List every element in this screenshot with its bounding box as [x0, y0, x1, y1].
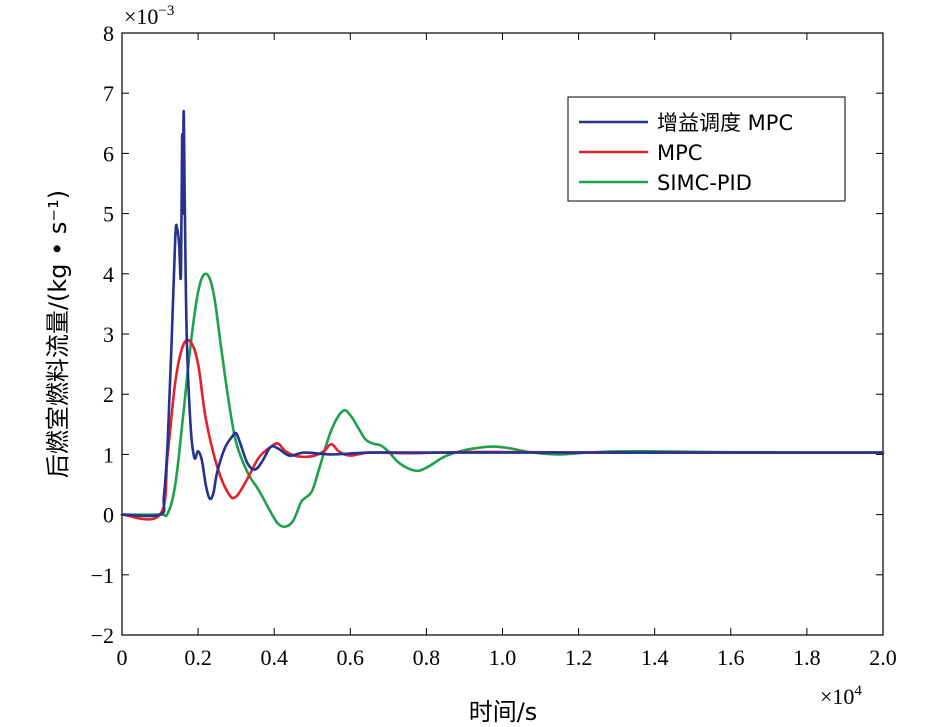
- y-tick-label: 5: [103, 202, 114, 227]
- y-tick-label: −2: [91, 623, 114, 648]
- legend-label-simc-pid: SIMC-PID: [657, 171, 752, 195]
- y-tick-label: 2: [103, 382, 114, 407]
- y-tick-label: 6: [103, 141, 114, 166]
- x-tick-label: 1.0: [489, 645, 517, 670]
- x-tick-label: 1.8: [793, 645, 821, 670]
- y-tick-label: 4: [103, 262, 114, 287]
- x-tick-label: 2.0: [869, 645, 897, 670]
- ticks: 0 0.2 0.4 0.6 0.8 1.0 1.2 1.4 1.6 1.8 2.0 −2 −1 0 1 2 3 4…: [91, 21, 897, 670]
- series-layer: [120, 109, 885, 529]
- series-line-gain-scheduled-mpc: [120, 109, 885, 518]
- y-tick-label: 3: [103, 322, 114, 347]
- x-tick-label: 1.2: [565, 645, 593, 670]
- x-tick-label: 0.8: [413, 645, 441, 670]
- x-axis-label: 时间/s: [469, 698, 538, 726]
- x-tick-label: 0.6: [337, 645, 365, 670]
- y-tick-label: 0: [103, 503, 114, 528]
- y-multiplier: ×10−3: [124, 3, 174, 29]
- y-multiplier-exp: −3: [158, 3, 174, 19]
- y-tick-label: 1: [103, 442, 114, 467]
- legend-box: [567, 96, 846, 202]
- x-tick-label: 0: [117, 645, 128, 670]
- x-tick-label: 0.2: [184, 645, 212, 670]
- x-tick-label: 1.4: [641, 645, 669, 670]
- x-multiplier-exp: 4: [854, 683, 862, 699]
- y-axis-label: 后燃室燃料流量/(kg • s⁻¹): [44, 190, 72, 478]
- x-tick-label: 1.6: [717, 645, 745, 670]
- y-tick-label: 8: [103, 21, 114, 46]
- x-multiplier: ×104: [820, 683, 862, 709]
- legend-label-mpc: MPC: [657, 141, 702, 165]
- y-tick-label: −1: [91, 563, 114, 588]
- y-tick-label: 7: [103, 81, 114, 106]
- legend: 增益调度 MPC MPC SIMC-PID: [567, 96, 846, 202]
- x-multiplier-base: ×10: [820, 684, 854, 709]
- y-multiplier-base: ×10: [124, 4, 158, 29]
- x-tick-label: 0.4: [260, 645, 288, 670]
- legend-label-gain-scheduled-mpc: 增益调度 MPC: [657, 111, 793, 135]
